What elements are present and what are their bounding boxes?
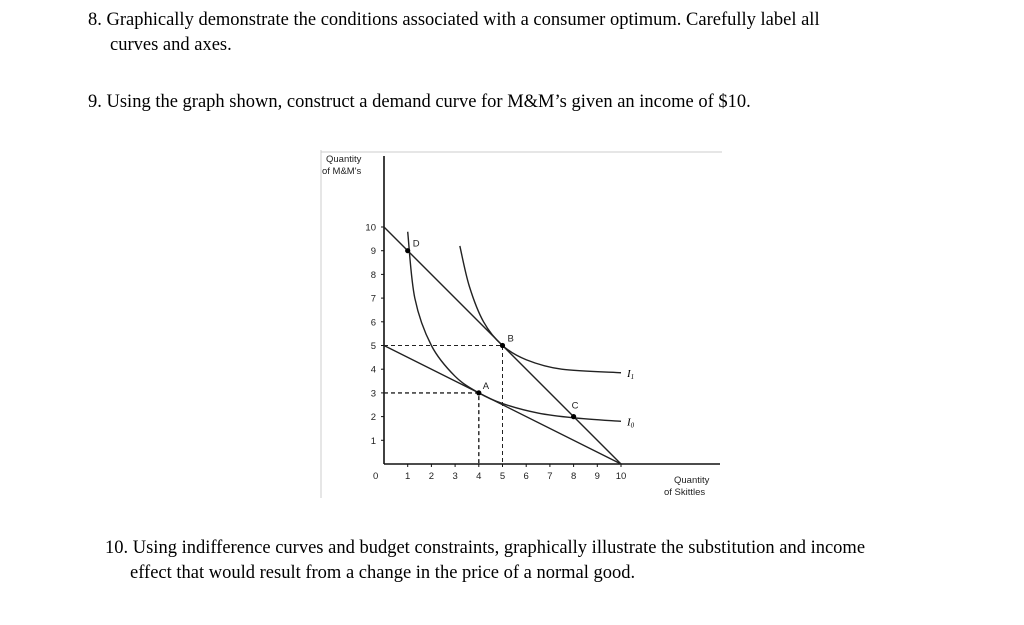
point-d <box>405 248 411 254</box>
x-tick-label: 5 <box>500 471 505 482</box>
point-b <box>499 342 506 349</box>
question-8-line-2: curves and axes. <box>110 35 232 55</box>
x-axis-label-1: Quantity <box>674 475 710 486</box>
y-tick-label: 2 <box>371 412 376 423</box>
point-label-a: A <box>483 381 490 392</box>
y-tick-label: 1 <box>371 436 376 447</box>
point-label-d: D <box>413 239 420 250</box>
budget-line <box>383 344 622 465</box>
point-label-b: B <box>508 334 514 345</box>
indifference-curve-i1 <box>459 245 622 374</box>
y-tick-label: 9 <box>371 246 376 257</box>
x-tick-label: 4 <box>476 471 481 482</box>
point-label-c: C <box>572 401 579 412</box>
y-axis-label-2: of M&M's <box>322 166 362 177</box>
y-tick-label: 6 <box>371 317 376 328</box>
indifference-curve-label: I0 <box>626 416 635 429</box>
indifference-curve-label: I1 <box>626 368 634 381</box>
y-tick-label: 8 <box>371 270 376 281</box>
y-tick-label: 10 <box>365 223 376 234</box>
origin-label: 0 <box>373 471 378 482</box>
x-tick-label: 8 <box>571 471 576 482</box>
point-c <box>571 414 577 420</box>
y-tick-label: 4 <box>371 365 376 376</box>
question-8-line-1: 8. Graphically demonstrate the condition… <box>88 10 820 30</box>
x-tick-label: 6 <box>524 471 529 482</box>
dashed-guide-line <box>384 392 480 464</box>
question-9: 9. Using the graph shown, construct a de… <box>88 92 751 112</box>
x-tick-label: 10 <box>616 471 627 482</box>
point-a <box>476 390 482 396</box>
x-tick-label: 1 <box>405 471 410 482</box>
y-tick-label: 7 <box>371 294 376 305</box>
x-tick-label: 3 <box>452 471 457 482</box>
x-tick-label: 9 <box>595 471 600 482</box>
question-10-line-1: 10. Using indifference curves and budget… <box>105 538 866 558</box>
y-tick-label: 5 <box>371 341 376 352</box>
x-tick-label: 2 <box>429 471 434 482</box>
x-axis-label-2: of Skittles <box>664 487 705 498</box>
indifference-curve-i0 <box>407 231 622 423</box>
y-axis-label-1: Quantity <box>326 154 362 165</box>
question-10-line-2: effect that would result from a change i… <box>130 563 636 583</box>
y-tick-label: 3 <box>371 388 376 399</box>
x-tick-label: 7 <box>547 471 552 482</box>
dashed-guide-line <box>384 345 503 464</box>
